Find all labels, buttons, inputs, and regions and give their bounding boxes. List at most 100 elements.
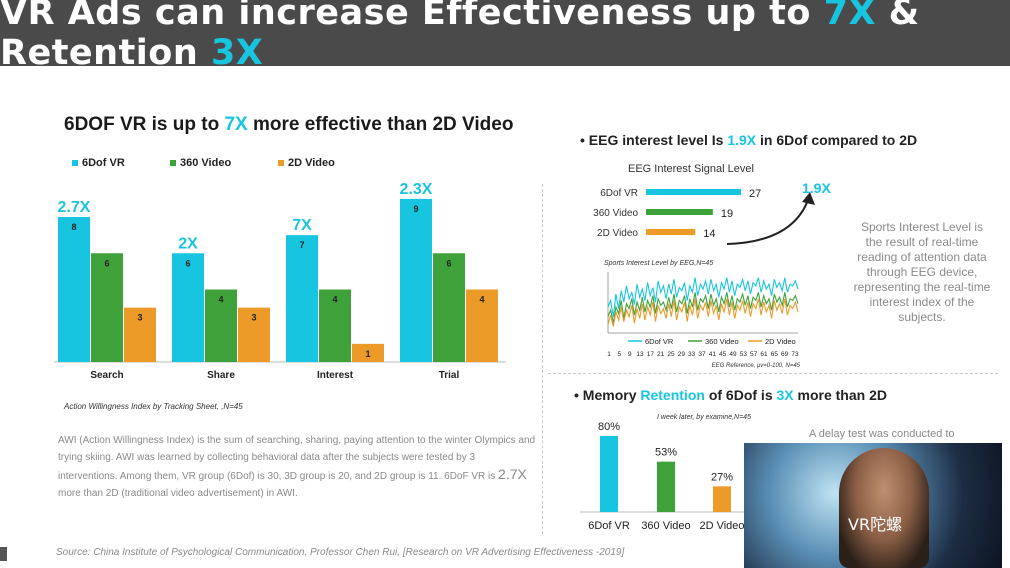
category-label: Trial	[439, 370, 460, 381]
awi-heading-accent: 7X	[224, 114, 248, 135]
bar-value-label: 8	[71, 222, 76, 232]
bar-interest-2	[352, 343, 384, 362]
bar-value-label: 4	[479, 295, 484, 305]
mem-bar	[657, 461, 675, 512]
bar-trial-0	[400, 198, 432, 362]
category-label: Share	[207, 370, 235, 381]
mem-bar	[600, 436, 618, 512]
bar-value-label: 4	[218, 295, 223, 305]
bar-share-2	[238, 307, 270, 362]
awi-bar-chart: 8 6 3 2.7X Search 6 4 3 2X Share 7 4 1 7X Interest 9 6 4 2…	[54, 181, 506, 381]
line-tick-label: 49	[729, 351, 737, 358]
video-overlay[interactable]: VR陀螺	[744, 443, 1002, 568]
line-tick-label: 65	[771, 351, 779, 358]
legend-360: 360 Video	[170, 157, 231, 169]
line-series-2	[607, 298, 799, 327]
bar-value-label: 3	[137, 313, 142, 323]
vertical-divider	[542, 184, 543, 534]
mem-value-label: 53%	[655, 447, 677, 459]
bar-trial-1	[433, 253, 465, 362]
eeg-heading-accent: 1.9X	[727, 132, 757, 148]
hbar-category-label: 360 Video	[593, 208, 638, 219]
presenter-image	[839, 448, 929, 568]
line-series-0	[607, 277, 799, 317]
bar-value-label: 1	[365, 349, 370, 359]
memory-heading-accent2: 3X	[776, 387, 794, 403]
awi-heading-post: more effective than 2D Video	[247, 114, 514, 135]
bar-value-label: 6	[104, 258, 109, 268]
bar-value-label: 6	[446, 258, 451, 268]
bar-search-1	[91, 253, 123, 362]
line-tick-label: 21	[657, 351, 665, 358]
eeg-hbar-chart: 6Dof VR 27 360 Video 19 2D Video 14	[593, 188, 761, 240]
awi-paragraph-big: 2.7X	[498, 466, 527, 482]
category-label: Search	[90, 370, 123, 381]
bar-value-label: 3	[251, 313, 256, 323]
bar-value-label: 6	[185, 258, 190, 268]
mem-value-label: 27%	[711, 471, 733, 483]
awi-heading-pre: 6DOF VR is up to	[64, 114, 225, 135]
hbar-value-label: 19	[721, 208, 733, 220]
line-tick-label: 61	[760, 351, 768, 358]
bar-share-0	[172, 253, 204, 362]
line-tick-label: 1	[607, 351, 611, 358]
line-tick-label: 57	[750, 351, 758, 358]
hbar-value-label: 14	[703, 228, 715, 240]
memory-heading: • Memory Retention of 6Dof is 3X more th…	[574, 387, 887, 403]
line-tick-label: 17	[647, 351, 655, 358]
bar-annotation: 7X	[292, 217, 312, 234]
line-series-1	[607, 291, 799, 324]
legend-2d: 2D Video	[278, 157, 335, 169]
title-accent-7x: 7X	[823, 0, 876, 33]
legend-swatch-6dof	[72, 160, 78, 166]
memory-heading-post: more than 2D	[793, 387, 887, 403]
line-legend-label: 360 Video	[705, 337, 739, 346]
bar-value-label: 4	[332, 295, 337, 305]
memory-heading-mid: of 6Dof is	[704, 387, 777, 403]
memory-side-text: A delay test was conducted to	[809, 428, 955, 440]
mem-value-label: 80%	[598, 421, 620, 433]
memory-chart-note: I week later, by examine,N=45	[657, 414, 751, 421]
bar-value-label: 9	[413, 204, 418, 214]
line-tick-label: 41	[709, 351, 717, 358]
bar-annotation: 2X	[178, 235, 198, 252]
legend-label-360: 360 Video	[180, 157, 232, 169]
eeg-heading-pre: EEG interest level Is	[588, 132, 728, 148]
mem-category-label: 6Dof VR	[588, 520, 630, 532]
line-tick-label: 73	[791, 351, 799, 358]
hbar-value-label: 27	[749, 188, 761, 200]
memory-heading-accent: Retention	[640, 387, 705, 403]
line-x-label: EEG Reference, μv=0-100, N=45	[712, 363, 801, 369]
eeg-heading: • EEG interest level Is 1.9X in 6Dof com…	[580, 132, 918, 148]
mem-category-label: 2D Video	[699, 520, 744, 532]
bar-search-0	[58, 217, 90, 362]
watermark-text: VR陀螺	[848, 515, 903, 534]
bar-value-label: 7	[299, 240, 304, 250]
legend-swatch-2d	[278, 160, 284, 166]
category-label: Interest	[317, 370, 354, 381]
line-tick-label: 53	[740, 351, 748, 358]
legend-label-6dof: 6Dof VR	[82, 157, 125, 169]
eeg-arrow-label: 1.9X	[802, 180, 831, 196]
awi-heading: 6DOF VR is up to 7X more effective than …	[64, 114, 513, 136]
bar-share-1	[205, 289, 237, 362]
line-tick-label: 29	[678, 351, 686, 358]
horizontal-divider	[548, 373, 998, 374]
line-tick-label: 37	[698, 351, 706, 358]
eeg-line-title: Sports Interest Level by EEG,N=45	[604, 260, 714, 267]
bar-trial-2	[466, 289, 498, 362]
line-legend-label: 2D Video	[765, 337, 796, 346]
corner-handle[interactable]	[0, 547, 7, 561]
memory-bar-chart: 80% 6Dof VR 53% 360 Video 27% 2D Video	[580, 421, 748, 532]
hbar-category-label: 6Dof VR	[600, 188, 638, 199]
line-tick-label: 9	[628, 351, 632, 358]
line-tick-label: 33	[688, 351, 696, 358]
hbar-bar	[646, 229, 696, 235]
awi-paragraph-2: more than 2D (traditional video advertis…	[58, 488, 298, 499]
source-citation: Source: China Institute of Psychological…	[56, 547, 625, 558]
eeg-line-chart: 6Dof VR 360 Video 2D Video 1 5 9 13 17 21 25 29 33 3…	[607, 272, 801, 369]
eeg-hbar-title: EEG Interest Signal Level	[628, 163, 754, 175]
bar-annotation: 2.3X	[400, 181, 433, 198]
line-tick-label: 5	[618, 351, 622, 358]
curved-arrow-icon	[726, 192, 815, 245]
